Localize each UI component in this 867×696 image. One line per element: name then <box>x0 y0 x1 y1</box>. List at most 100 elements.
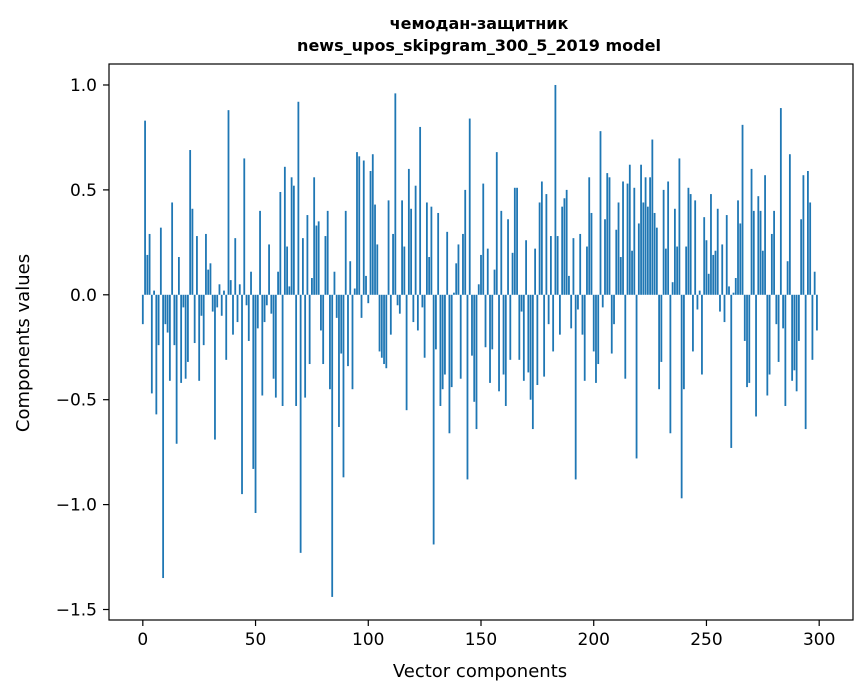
x-axis-label: Vector components <box>393 661 567 682</box>
bar-47 <box>247 294 250 341</box>
bar-120 <box>412 294 415 323</box>
bar-17 <box>180 294 183 383</box>
bar-145 <box>468 118 471 295</box>
bar-8 <box>159 227 162 295</box>
bar-38 <box>227 110 230 295</box>
bar-67 <box>292 185 295 295</box>
bar-224 <box>646 206 649 295</box>
bar-288 <box>791 294 794 381</box>
bar-253 <box>712 254 715 295</box>
bar-163 <box>509 294 512 360</box>
bar-80 <box>322 294 325 365</box>
bar-84 <box>331 294 334 597</box>
bar-7 <box>157 294 160 346</box>
bar-153 <box>486 248 489 295</box>
bar-138 <box>453 292 455 295</box>
bar-211 <box>617 202 620 295</box>
bar-196 <box>583 294 586 381</box>
bar-56 <box>268 244 270 295</box>
bar-95 <box>356 152 358 295</box>
bar-174 <box>534 248 537 295</box>
bar-22 <box>191 208 194 295</box>
bar-191 <box>572 238 575 295</box>
bar-251 <box>707 273 710 295</box>
bar-2 <box>146 254 149 295</box>
bar-57 <box>270 294 273 314</box>
bar-79 <box>320 294 322 331</box>
bar-71 <box>301 238 304 295</box>
bar-159 <box>500 210 503 295</box>
bar-130 <box>435 294 437 350</box>
bar-248 <box>701 294 703 375</box>
bar-40 <box>232 294 234 335</box>
bar-136 <box>448 294 451 434</box>
bar-63 <box>283 166 286 295</box>
bar-209 <box>613 294 615 325</box>
bar-164 <box>511 252 514 295</box>
bar-218 <box>633 187 636 295</box>
bar-101 <box>369 171 372 295</box>
bar-243 <box>689 194 692 295</box>
bar-99 <box>365 275 367 295</box>
plot-frame <box>108 63 854 621</box>
bar-111 <box>392 233 394 295</box>
bar-148 <box>475 294 478 430</box>
bar-193 <box>577 294 579 310</box>
x-tick-label: 50 <box>245 630 267 650</box>
bar-235 <box>671 282 674 295</box>
bar-185 <box>559 294 561 335</box>
bar-297 <box>811 294 814 360</box>
bar-179 <box>545 194 548 295</box>
bar-72 <box>304 294 307 398</box>
bar-44 <box>241 294 243 495</box>
bar-290 <box>795 294 798 392</box>
bar-109 <box>387 200 390 295</box>
bar-184 <box>556 236 559 295</box>
bar-19 <box>184 294 187 379</box>
bar-295 <box>807 171 809 295</box>
bar-61 <box>279 191 282 295</box>
x-tick-label: 100 <box>352 630 384 650</box>
bar-154 <box>489 294 491 383</box>
y-axis-label: Components values <box>13 254 34 432</box>
bar-264 <box>737 200 739 295</box>
bar-51 <box>256 294 259 329</box>
bar-276 <box>764 175 766 295</box>
bar-86 <box>335 294 338 318</box>
bar-260 <box>728 286 730 295</box>
bar-173 <box>531 294 534 430</box>
bar-96 <box>358 156 361 295</box>
bar-75 <box>311 278 313 295</box>
bar-48 <box>250 271 252 295</box>
bar-160 <box>502 294 505 375</box>
bar-250 <box>705 240 708 295</box>
bar-155 <box>491 294 494 350</box>
bar-106 <box>380 294 383 358</box>
bar-267 <box>743 294 746 341</box>
bar-183 <box>554 84 557 295</box>
bar-16 <box>177 257 180 295</box>
bar-151 <box>482 183 485 295</box>
bar-147 <box>473 294 476 402</box>
bar-24 <box>196 236 198 295</box>
bar-123 <box>419 126 422 295</box>
bar-133 <box>441 294 444 390</box>
bar-270 <box>750 168 753 295</box>
bar-82 <box>326 210 329 295</box>
bar-220 <box>637 223 640 295</box>
bar-180 <box>547 294 550 325</box>
bar-259 <box>725 215 728 295</box>
bar-143 <box>464 189 467 295</box>
bar-112 <box>394 93 397 295</box>
bar-31 <box>211 294 214 312</box>
bar-127 <box>428 257 431 295</box>
bar-69 <box>297 101 300 295</box>
bar-229 <box>658 294 661 390</box>
bar-285 <box>784 294 787 406</box>
bar-254 <box>714 250 717 295</box>
bar-255 <box>716 208 719 295</box>
bar-42 <box>236 294 239 323</box>
bar-210 <box>615 229 618 295</box>
bar-23 <box>193 294 196 344</box>
